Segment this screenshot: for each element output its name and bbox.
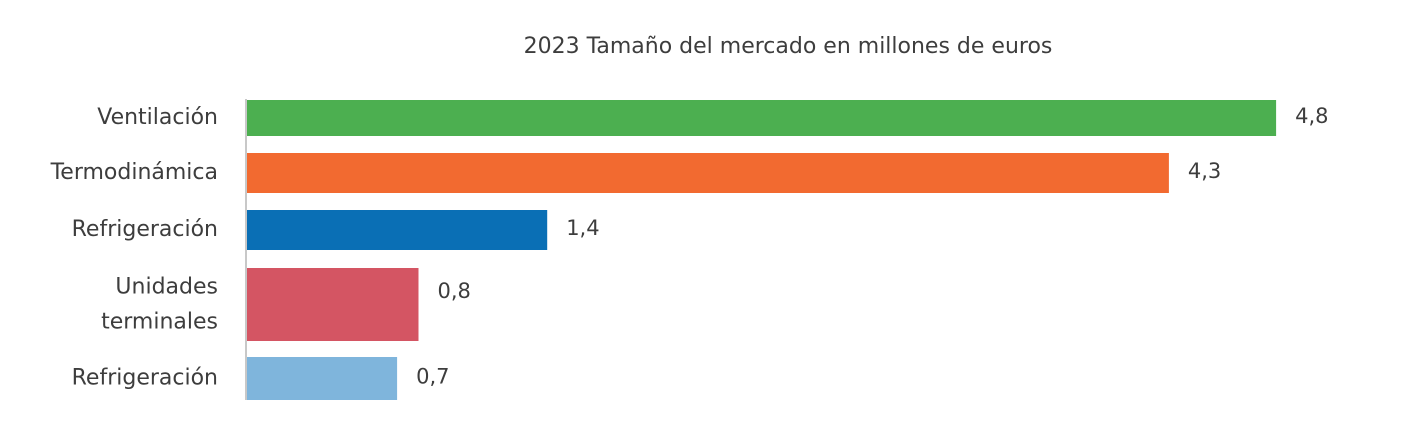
category-label-5: Refrigeración: [72, 366, 218, 391]
bar-1: [247, 100, 1277, 136]
labels-layer: 4,8 Ventilación 4,3 Termodinámica 1,4 Refrige…: [50, 104, 1329, 391]
value-label-4: 0,8: [438, 279, 471, 303]
value-label-1: 4,8: [1295, 104, 1328, 128]
bar-5: [247, 357, 398, 400]
bars-layer: [247, 100, 1277, 400]
value-label-5: 0,7: [416, 365, 449, 389]
value-label-2: 4,3: [1188, 159, 1221, 183]
bar-4: [247, 268, 419, 341]
chart-title: 2023 Tamaño del mercado en millones de e…: [524, 34, 1053, 59]
category-label-3: Refrigeración: [72, 217, 218, 242]
value-label-3: 1,4: [566, 216, 599, 240]
category-label-1: Ventilación: [97, 105, 218, 130]
bar-2: [247, 153, 1169, 193]
category-label-2: Termodinámica: [50, 160, 218, 185]
bar-3: [247, 210, 548, 250]
category-label-4: Unidades terminales: [101, 275, 218, 335]
